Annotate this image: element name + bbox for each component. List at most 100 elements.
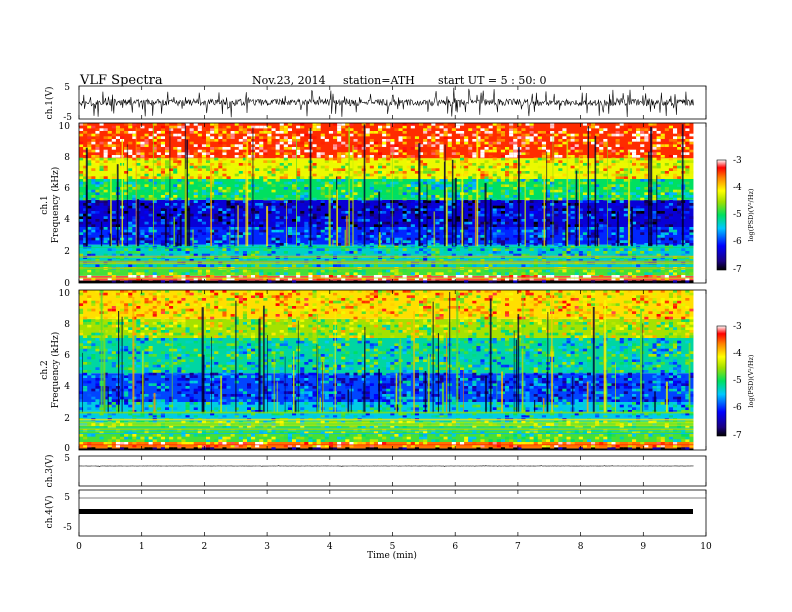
spectrogram-cell <box>496 224 501 227</box>
spectrogram-cell <box>558 181 563 185</box>
spectrogram-cell <box>210 184 215 187</box>
spectrogram-cell <box>533 216 538 219</box>
spectrogram-cell <box>353 171 358 174</box>
spectrogram-cell <box>386 173 391 177</box>
spectrogram-cell <box>181 324 186 328</box>
spectrogram-cell <box>83 248 88 251</box>
spectrogram-cell <box>611 195 616 198</box>
spectrogram-cell <box>423 275 428 278</box>
spectrogram-cell <box>79 213 84 217</box>
spectrogram-cell <box>271 171 276 174</box>
spectrogram-cell <box>660 251 665 254</box>
spectrogram-cell <box>685 152 690 155</box>
spectrogram-cell <box>144 171 149 174</box>
spectrogram-cell <box>451 243 456 246</box>
spectrogram-cell <box>107 402 112 405</box>
spectrogram-cell <box>79 235 84 238</box>
spectrogram-cell <box>509 275 514 278</box>
spectrogram-cell <box>267 133 272 137</box>
spectrogram-cell <box>636 187 641 190</box>
spectrogram-cell <box>480 229 485 233</box>
spectrogram-cell <box>373 275 378 278</box>
spectrogram-cell <box>550 184 555 187</box>
spectrogram-cell <box>214 173 219 177</box>
spectrogram-cell <box>373 197 378 201</box>
spectrogram-cell <box>333 269 338 273</box>
spectrogram-cell <box>255 149 260 153</box>
spectrogram-cell <box>423 211 428 214</box>
spectrogram-cell <box>632 253 637 257</box>
spectrogram-cell <box>578 189 583 193</box>
spectrogram-cell <box>525 200 530 203</box>
spectrogram-cell <box>156 157 161 161</box>
spectrogram-cell <box>173 356 178 360</box>
spectrogram-cell <box>79 335 84 338</box>
spectrogram-cell <box>623 192 628 195</box>
spectrogram-cell <box>136 152 141 155</box>
spectrogram-cell <box>177 412 182 416</box>
spectrogram-cell <box>578 237 583 241</box>
spectrogram-cell <box>648 272 653 275</box>
spectrogram-cell <box>193 152 198 155</box>
spectrogram-cell <box>247 216 252 219</box>
spectrogram-cell <box>156 173 161 177</box>
spectrogram-cell <box>107 144 112 147</box>
spectrogram-cell <box>345 195 350 198</box>
spectrogram-cell <box>160 243 165 246</box>
spectrogram-cell <box>636 227 641 230</box>
spectrogram-cell <box>234 160 239 163</box>
spectrogram-cell <box>468 219 473 222</box>
spectrogram-cell <box>169 272 174 275</box>
spectrogram-cell <box>333 139 338 142</box>
spectrogram-cell <box>152 364 157 368</box>
spectrogram-streak <box>401 238 402 247</box>
spectrogram-cell <box>517 245 522 249</box>
spectrogram-cell <box>312 219 317 222</box>
spectrogram-cell <box>570 165 575 169</box>
spectrogram-cell <box>607 200 612 203</box>
spectrogram-cell <box>414 208 419 211</box>
spectrogram-cell <box>238 179 243 182</box>
spectrogram-cell <box>128 399 133 402</box>
spectrogram-cell <box>79 205 84 209</box>
spectrogram-cell <box>87 237 92 241</box>
spectrogram-cell <box>574 277 579 281</box>
spectrogram-cell <box>562 229 567 233</box>
spectrogram-cell <box>587 200 592 203</box>
spectrogram-cell <box>275 152 280 155</box>
spectrogram-cell <box>496 237 501 241</box>
spectrogram-cell <box>402 203 407 206</box>
spectrogram-cell <box>414 171 419 174</box>
spectrogram-cell <box>468 243 473 246</box>
spectrogram-cell <box>341 243 346 246</box>
spectrogram-streak <box>121 139 123 247</box>
spectrogram-cell <box>226 133 231 137</box>
spectrogram-cell <box>664 139 669 142</box>
spectrogram-cell <box>79 171 84 174</box>
spectrogram-streak <box>175 242 178 247</box>
spectrogram-cell <box>255 277 260 281</box>
spectrogram-cell <box>160 431 165 434</box>
spectrogram-cell <box>554 144 559 147</box>
spectrogram-cell <box>369 197 374 201</box>
spectrogram-cell <box>517 277 522 281</box>
spectrogram-cell <box>320 195 325 198</box>
spectrogram-cell <box>152 372 157 376</box>
spectrogram-cell <box>660 195 665 198</box>
spectrogram-cell <box>333 227 338 230</box>
spectrogram-cell <box>562 211 567 214</box>
spectrogram-cell <box>382 229 387 233</box>
spectrogram-cell <box>181 375 186 378</box>
spectrogram-cell <box>197 269 202 273</box>
spectrogram-cell <box>316 253 321 257</box>
spectrogram-cell <box>107 439 112 442</box>
spectrogram-cell <box>87 163 92 166</box>
spectrogram-cell <box>222 216 227 219</box>
spectrogram-cell <box>292 184 297 187</box>
spectrogram-cell <box>283 235 288 238</box>
spectrogram-cell <box>173 275 178 278</box>
spectrogram-cell <box>87 269 92 273</box>
spectrogram-cell <box>369 235 374 238</box>
spectrogram-cell <box>271 237 276 241</box>
spectrogram-cell <box>128 205 133 209</box>
